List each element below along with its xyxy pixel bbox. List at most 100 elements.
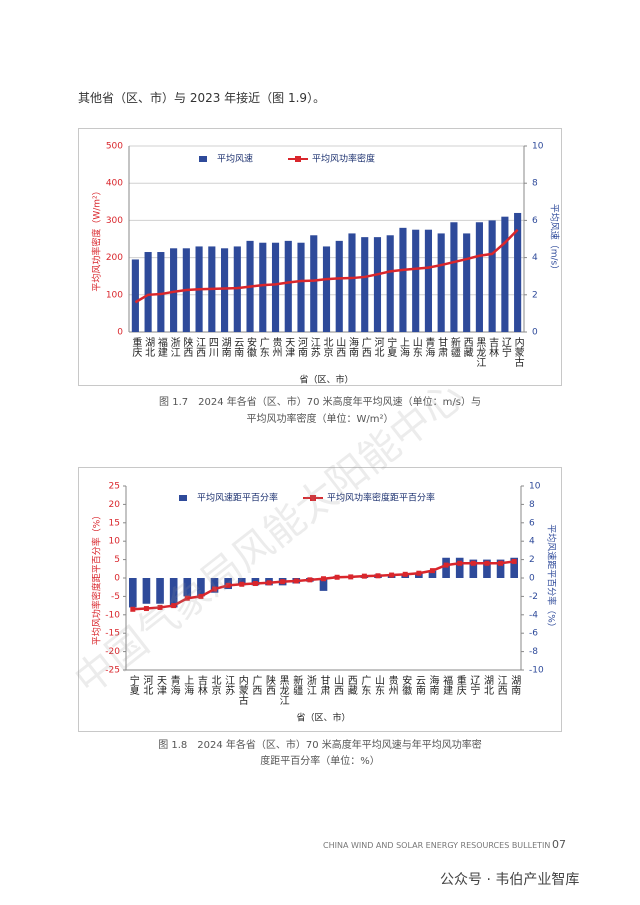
y2-tick-label: 2 [532, 290, 538, 300]
x-tick-label: 云南 [413, 675, 425, 695]
line-marker [184, 595, 190, 601]
x-tick-label: 广东 [257, 337, 269, 357]
legend-label: 平均风功率密度 [312, 153, 375, 165]
x-tick-label: 浙江 [168, 337, 180, 357]
x-tick-label: 甘肃 [436, 336, 448, 358]
line-marker [389, 572, 395, 578]
x-tick-label: 安徽 [400, 674, 412, 696]
x-tick-label: 四川 [206, 337, 218, 357]
bar [310, 235, 318, 332]
x-tick-label: 山东 [372, 675, 384, 695]
y-tick-label: -10 [105, 610, 120, 620]
x-tick-label: 陕西 [264, 674, 276, 695]
bar [157, 252, 165, 332]
line-marker [321, 576, 326, 582]
line-marker [225, 582, 231, 588]
x-tick-label: 辽宁 [468, 675, 480, 695]
x-tick-label: 广东 [359, 675, 371, 695]
x-tick-label: 海南 [346, 336, 358, 357]
y2-tick-label: 4 [529, 537, 535, 547]
line-marker [157, 604, 163, 610]
x-tick-label: 西藏 [461, 337, 473, 358]
y2-axis-title: 平均风速距平百分率（%） [546, 524, 558, 632]
x-tick-label: 黑龙江 [277, 675, 289, 705]
y2-tick-label: 8 [529, 500, 535, 510]
x-tick-label: 陕西 [181, 336, 193, 357]
legend-label: 平均风速 [217, 153, 253, 165]
line-marker [470, 560, 476, 566]
legend-swatch [295, 156, 301, 162]
page-number: 07 [552, 838, 566, 851]
bar [428, 570, 437, 578]
x-tick-label: 广西 [250, 675, 262, 695]
legend-label: 平均风功率密度距平百分率 [327, 492, 435, 504]
bar [455, 557, 464, 578]
x-tick-label: 吉林 [195, 675, 207, 696]
x-tick-label: 辽宁 [499, 337, 511, 357]
line-marker [443, 562, 449, 568]
line [134, 228, 519, 304]
bar [496, 559, 505, 578]
x-tick-label: 山西 [332, 675, 344, 695]
bar [220, 248, 229, 332]
bar [170, 248, 178, 332]
y2-tick-label: 0 [532, 328, 538, 338]
bar [450, 222, 458, 332]
x-tick-label: 青海 [168, 674, 180, 696]
line-marker [375, 573, 381, 579]
intro: 其他省（区、市）与 2023 年接近（图 1.9）。 [78, 91, 326, 105]
bar [488, 220, 496, 332]
bar [412, 229, 420, 332]
x-tick-label: 浙江 [304, 675, 316, 695]
bar [514, 212, 522, 332]
y2-tick-label: 0 [529, 574, 535, 584]
x-axis-title: 省（区、市） [299, 374, 353, 386]
x-tick-label: 吉林 [487, 337, 499, 358]
caption: 图 1.7 2024 年各省（区、市）70 米高度年平均风速（单位：m/s）与 [159, 397, 481, 408]
x-tick-label: 湖南 [509, 675, 521, 695]
x-tick-label: 新疆 [448, 336, 460, 358]
x-tick-label: 宁夏 [127, 674, 139, 695]
line-marker [416, 570, 422, 576]
y2-tick-label: 8 [532, 179, 538, 189]
figure-box: 0 100 200 300 400 500 0 2 4 6 8 10 平均风功率密度（W/m²） 平均风速… [78, 128, 562, 386]
y-axis-title: 平均风功率密度（W/m²） [91, 186, 103, 291]
line-marker [334, 574, 340, 580]
caption: 平均风功率密度（单位：W/m²） [246, 414, 394, 425]
y-tick-label: 200 [106, 253, 123, 263]
bar [483, 559, 491, 578]
y2-tick-label: 6 [532, 216, 538, 226]
x-tick-label: 江苏 [308, 337, 320, 358]
x-tick-label: 北京 [321, 337, 333, 358]
x-tick-label: 江西 [194, 337, 206, 357]
caption: 图 1.8 2024 年各省（区、市）70 米高度年平均风速与年平均风功率密 [158, 740, 482, 751]
y-tick-label: 0 [114, 574, 120, 584]
x-tick-label: 河北 [372, 337, 384, 357]
x-tick-label: 内蒙古 [236, 674, 248, 706]
overlay-text: 公众号 · 韦伯产业智库 [440, 872, 580, 888]
x-tick-label: 新疆 [291, 674, 303, 696]
bar [128, 578, 137, 608]
line-marker [171, 603, 177, 609]
y-tick-label: 100 [106, 290, 123, 300]
footer-bulletin: CHINA WIND AND SOLAR ENERGY RESOURCES BU… [323, 841, 551, 850]
figure-box: -25 -20 -15 -10 -5 0 5 10 15 20 25 -10 -8 -6 -4 -2 0 2 4 6 8… [78, 467, 562, 732]
line-marker [239, 581, 245, 587]
bar [297, 242, 305, 332]
line-marker [266, 580, 272, 586]
y-tick-label: 400 [106, 179, 123, 189]
y-tick-label: 500 [106, 142, 123, 152]
bar [284, 240, 292, 332]
bar [142, 578, 151, 604]
line-marker [361, 573, 367, 579]
x-tick-label: 湖北 [481, 675, 493, 695]
chart: 0 100 200 300 400 500 0 2 4 6 8 10 平均风功率密度（W/m²） 平均风速… [91, 142, 561, 386]
line-marker [402, 571, 408, 577]
bar [361, 237, 369, 332]
bar [183, 578, 192, 597]
y2-tick-label: 10 [529, 482, 541, 492]
line-marker [252, 581, 258, 587]
x-tick-label: 贵州 [386, 674, 398, 695]
y2-tick-label: 10 [532, 142, 544, 152]
bar [463, 233, 471, 332]
